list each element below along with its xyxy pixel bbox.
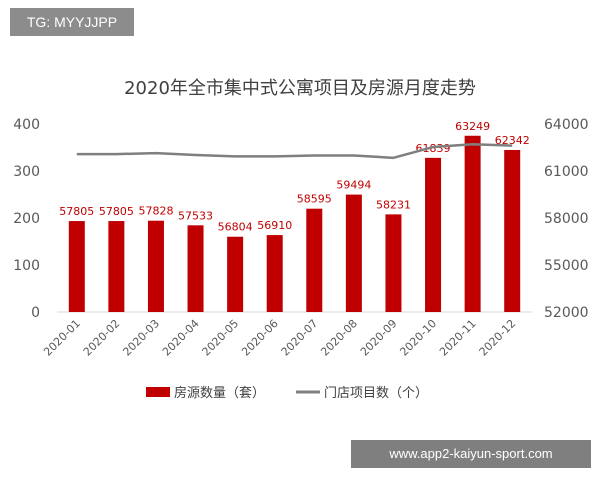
bar-data-label: 62342: [495, 134, 530, 147]
legend-bar-swatch: [146, 387, 170, 397]
bar-data-label: 61839: [416, 142, 451, 155]
legend-bar-label: 房源数量（套）: [174, 385, 265, 401]
bar: [306, 208, 323, 312]
left-axis: 0 100 200 300 400: [13, 117, 40, 321]
left-tick-label: 0: [31, 305, 40, 321]
line-series-path: [76, 142, 513, 160]
x-tick-label: 2020-08: [318, 317, 360, 359]
right-tick-label: 58000: [544, 211, 589, 227]
x-tick-label: 2020-09: [358, 317, 400, 359]
bar-data-labels: 57805 57805 57828 57533 56804 56910 58595 59494…: [59, 120, 529, 234]
x-tick-label: 2020-07: [279, 317, 321, 359]
x-tick-label: 2020-12: [477, 317, 519, 359]
left-tick-label: 100: [13, 258, 40, 274]
bar: [147, 220, 164, 312]
right-tick-label: 64000: [544, 117, 589, 133]
x-tick-label: 2020-01: [41, 317, 83, 359]
legend-line-label: 门店项目数（个）: [324, 386, 428, 401]
bar-data-label: 59494: [336, 179, 371, 192]
bar: [108, 221, 125, 312]
bar: [464, 135, 481, 312]
bar-data-label: 63249: [455, 120, 490, 133]
watermark: www.app2-kaiyun-sport.com: [351, 440, 591, 468]
bar-data-label: 56804: [218, 221, 253, 234]
left-tick-label: 200: [13, 211, 40, 227]
bar-data-label: 57533: [178, 209, 213, 222]
x-tick-label: 2020-10: [397, 317, 439, 359]
right-tick-label: 55000: [544, 258, 589, 274]
x-tick-label: 2020-03: [120, 317, 162, 359]
bar: [385, 214, 402, 312]
bar-series: [68, 135, 521, 312]
left-tick-label: 300: [13, 164, 40, 180]
bar: [345, 194, 362, 312]
bar-data-label: 57805: [59, 205, 94, 218]
bar: [68, 221, 85, 312]
x-tick-label: 2020-05: [200, 317, 242, 359]
x-tick-label: 2020-02: [81, 317, 123, 359]
right-tick-label: 52000: [544, 305, 589, 321]
bar: [425, 157, 442, 312]
chart-title: 2020年全市集中式公寓项目及房源月度走势: [124, 78, 476, 99]
tag-overlay: TG: MYYJJPP: [10, 8, 134, 36]
right-tick-label: 61000: [544, 164, 589, 180]
bar-data-label: 58231: [376, 198, 411, 211]
x-tick-label: 2020-06: [239, 317, 281, 359]
x-tick-label: 2020-04: [160, 317, 202, 359]
bar: [187, 225, 204, 312]
bar: [504, 149, 521, 312]
bar-data-label: 57805: [99, 205, 134, 218]
bar: [266, 235, 283, 312]
left-tick-label: 400: [13, 117, 40, 133]
bar: [227, 236, 244, 312]
x-axis: 2020-012020-022020-032020-042020-052020-…: [41, 317, 518, 359]
x-tick-label: 2020-11: [437, 317, 479, 359]
legend: 房源数量（套） 门店项目数（个）: [146, 385, 428, 401]
bar-data-label: 56910: [257, 219, 292, 232]
line-series: [76, 142, 513, 160]
right-axis: 52000 55000 58000 61000 64000: [544, 117, 589, 321]
bar-data-label: 58595: [297, 193, 332, 206]
bar-data-label: 57828: [138, 205, 173, 218]
